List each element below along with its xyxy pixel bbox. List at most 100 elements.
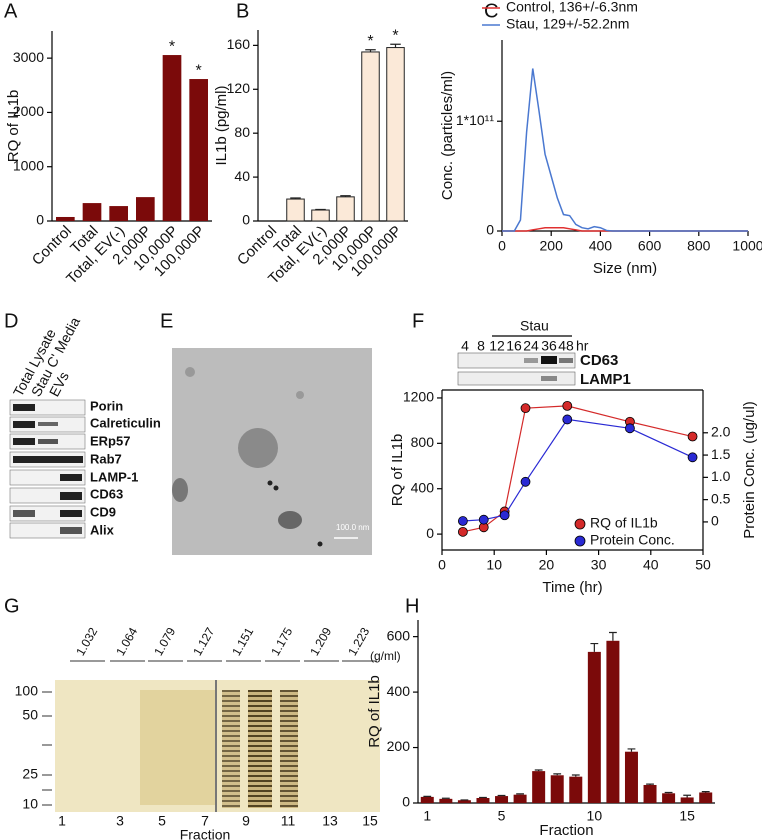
error-bar [590, 642, 599, 652]
x-tick-label: 20 [539, 557, 555, 573]
error-bar [701, 791, 710, 793]
gel-xlabel: Fraction [180, 827, 231, 840]
y-axis-label: RQ of IL1b [5, 90, 22, 163]
y2-tick-label: 2.0 [711, 423, 731, 439]
band [60, 510, 82, 517]
line [462, 418, 693, 522]
marker [562, 400, 573, 411]
y-tick-label: 1*10¹¹ [456, 112, 494, 128]
x-tick-label: 600 [638, 238, 662, 254]
bar [513, 794, 527, 803]
lane-label: 36 [541, 338, 557, 354]
bar [286, 198, 305, 222]
blot-bands [13, 404, 83, 534]
y-tick-label: 200 [387, 738, 411, 754]
marker [562, 414, 573, 425]
blot-row: CD63 [580, 352, 618, 369]
particle [273, 485, 279, 491]
blot-row: Alix [90, 522, 115, 537]
y-tick-label: 400 [387, 683, 411, 699]
density: 1.064 [113, 625, 140, 658]
x-tick-label: 1 [423, 808, 431, 824]
band [13, 438, 35, 445]
error-bar [534, 769, 543, 772]
bar [136, 197, 155, 221]
bar [361, 51, 380, 222]
marker [457, 526, 468, 537]
density: 1.223 [345, 625, 372, 658]
lane-label: 9 [242, 813, 250, 829]
y2-tick-label: 1.5 [711, 446, 731, 462]
x-tick-label: 1000 [732, 238, 762, 254]
bar [550, 775, 564, 803]
lane-label: 15 [362, 813, 378, 829]
blot-row: Rab7 [90, 451, 122, 466]
x-tick-label: 200 [540, 238, 564, 254]
error-bar [423, 795, 432, 797]
error-bar [441, 797, 450, 799]
y-axis-label: IL1b (pg/ml) [213, 85, 230, 165]
blot-row: CD9 [90, 504, 116, 519]
bar [386, 47, 405, 222]
bar [680, 797, 694, 803]
y-tick-label: 80 [234, 124, 250, 140]
bar [643, 784, 657, 803]
y2-tick-label: 0.5 [711, 490, 731, 506]
lane-label: 4 [461, 338, 469, 354]
bar [439, 798, 453, 803]
panel-label: H [405, 595, 419, 617]
bar [699, 792, 713, 803]
band [524, 358, 538, 363]
error-bar [290, 197, 301, 200]
legend-marker [574, 518, 586, 530]
blot-row: LAMP1 [580, 371, 631, 388]
lane-label: 1 [58, 813, 66, 829]
density: 1.209 [307, 625, 334, 658]
marker [520, 476, 531, 487]
bar [336, 196, 355, 222]
y2-axis-label: Protein Conc. (ug/ul) [741, 401, 758, 539]
x-tick-label: 50 [695, 557, 711, 573]
bar [457, 800, 471, 803]
y-axis-label: RQ of IL1b [366, 675, 383, 748]
error-bar [365, 49, 376, 52]
x-tick-label: 400 [589, 238, 613, 254]
blot-strips [9, 399, 86, 539]
marker [478, 514, 489, 525]
x-tick-label: 40 [643, 557, 659, 573]
error-bar [683, 794, 692, 798]
blot-d: Total Lysate Stau C' Media EVs Pori [9, 314, 161, 539]
strip [9, 522, 86, 539]
marker [687, 452, 698, 463]
band [13, 456, 83, 463]
line [462, 405, 693, 533]
micrograph: 100.0 nm [172, 348, 372, 555]
bar [420, 796, 434, 803]
blot-row: LAMP-1 [90, 469, 138, 484]
blot-row: Porin [90, 398, 123, 413]
density-unit: (g/ml) [370, 649, 401, 663]
legend-label: Control, 136+/-6.3nm [506, 0, 638, 15]
legend-label: Protein Conc. [590, 532, 675, 548]
density: 1.127 [190, 625, 217, 658]
x-axis-label: Fraction [539, 822, 593, 839]
strip [9, 399, 86, 416]
error-bar [497, 794, 506, 797]
error-bar [627, 748, 636, 752]
lane-smear [140, 690, 215, 805]
particle [172, 478, 188, 502]
y-tick-label: 160 [227, 36, 251, 52]
particle [267, 480, 273, 486]
band [13, 421, 35, 428]
panel-label: C [484, 0, 498, 22]
x-axis-label: Time (hr) [542, 579, 602, 596]
y-tick-label: 400 [411, 479, 435, 495]
blot-f: Stau 4 8 12 16 24 36 48 hr CD63 LAMP1 [457, 318, 631, 388]
line [502, 68, 748, 232]
band [559, 358, 573, 363]
y-tick-label: 120 [227, 80, 251, 96]
mw-marker: 10 [22, 796, 38, 812]
particle [296, 391, 304, 399]
x-axis-label: Size (nm) [593, 260, 657, 277]
x-tick-label: 5 [498, 808, 506, 824]
